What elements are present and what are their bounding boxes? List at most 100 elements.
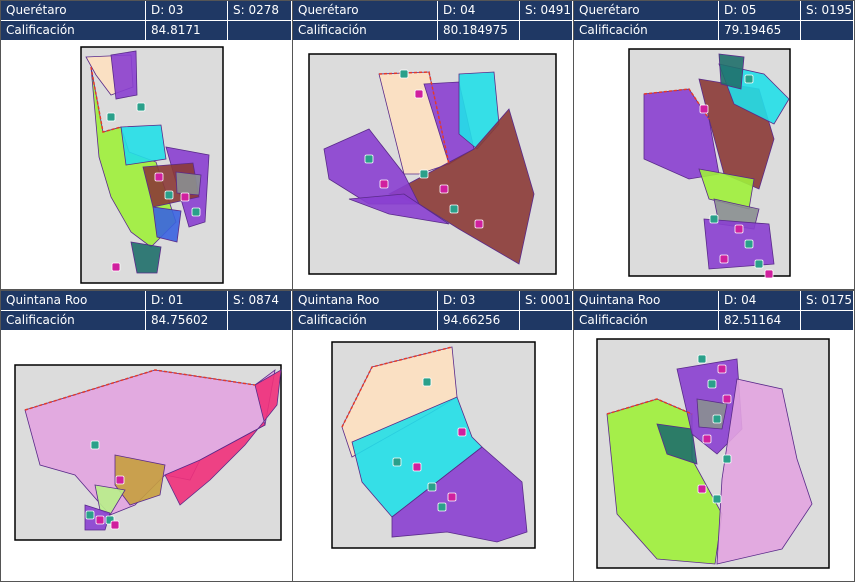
map-marker: [115, 475, 125, 485]
section: S: 0278: [228, 1, 292, 20]
section: S: 0491: [520, 1, 573, 20]
empty-cell: [228, 311, 292, 330]
panel: Quintana Roo D: 03 S: 0001 Calificación 94.6…: [292, 290, 574, 582]
map-marker: [754, 259, 764, 269]
map-marker: [437, 502, 447, 512]
state: Quintana Roo: [574, 291, 719, 310]
map-marker: [364, 154, 374, 164]
score-label: Calificación: [1, 21, 146, 40]
score-value: 84.8171: [146, 21, 228, 40]
section: S: 0195: [801, 1, 854, 20]
district: D: 03: [146, 1, 228, 20]
empty-cell: [520, 21, 573, 40]
map-region: [348, 193, 450, 225]
map-region: [130, 241, 162, 274]
map-layer: [24, 369, 282, 531]
map: [628, 48, 791, 279]
state: Querétaro: [293, 1, 438, 20]
map-region: [175, 171, 202, 196]
map: [308, 53, 557, 275]
map-marker: [712, 414, 722, 424]
map-marker: [422, 377, 432, 387]
map-marker: [709, 214, 719, 224]
map-layer: [85, 50, 210, 274]
district: D: 03: [438, 291, 520, 310]
map-region: [656, 423, 698, 465]
empty-cell: [228, 21, 292, 40]
score-value: 84.75602: [146, 311, 228, 330]
map-marker: [164, 190, 174, 200]
section: S: 0175: [801, 291, 854, 310]
boundary-line: [90, 66, 122, 133]
score-label: Calificación: [293, 21, 438, 40]
map-marker: [764, 269, 774, 279]
map-region: [696, 398, 728, 430]
map-marker: [744, 239, 754, 249]
map-marker: [379, 179, 389, 189]
section: S: 0874: [228, 291, 292, 310]
panel: Querétaro D: 03 S: 0278 Calificación 84.8171: [0, 0, 293, 290]
empty-cell: [801, 311, 854, 330]
map-marker: [697, 484, 707, 494]
score-row: Calificación 84.8171: [1, 21, 292, 41]
map-marker: [722, 454, 732, 464]
header-row: Querétaro D: 03 S: 0278: [1, 1, 292, 21]
score-row: Calificación 80.184975: [293, 21, 573, 41]
score-value: 79.19465: [719, 21, 801, 40]
map-region: [110, 50, 138, 100]
map-region: [164, 369, 282, 506]
score-row: Calificación 84.75602: [1, 311, 292, 331]
district: D: 05: [719, 1, 801, 20]
boundary-line: [24, 369, 256, 411]
district: D: 04: [438, 1, 520, 20]
header-row: Quintana Roo D: 01 S: 0874: [1, 291, 292, 311]
map-marker: [734, 224, 744, 234]
map-region: [94, 484, 126, 516]
score-label: Calificación: [1, 311, 146, 330]
map: [331, 341, 536, 549]
boundary-line: [378, 71, 450, 165]
map-marker: [136, 102, 146, 112]
map-marker: [707, 379, 717, 389]
map-region: [114, 454, 166, 506]
map-region: [716, 378, 813, 565]
map-region: [391, 446, 528, 543]
state: Querétaro: [574, 1, 719, 20]
score-value: 82.51164: [719, 311, 801, 330]
map: [80, 46, 224, 284]
map-marker: [744, 74, 754, 84]
score-label: Calificación: [574, 21, 719, 40]
map-marker: [719, 254, 729, 264]
header-row: Querétaro D: 04 S: 0491: [293, 1, 573, 21]
district: D: 01: [146, 291, 228, 310]
map-region: [120, 124, 167, 166]
boundary-line: [643, 88, 710, 120]
panel: Quintana Roo D: 01 S: 0874 Calificación 84.7…: [0, 290, 293, 582]
map-marker: [712, 494, 722, 504]
map-marker: [90, 440, 100, 450]
map-marker: [447, 492, 457, 502]
state: Quintana Roo: [293, 291, 438, 310]
map: [596, 338, 830, 569]
header-row: Querétaro D: 05 S: 0195: [574, 1, 854, 21]
map-marker: [106, 112, 116, 122]
map-layer: [323, 69, 535, 265]
map-marker: [95, 515, 105, 525]
map-marker: [412, 462, 422, 472]
map-marker: [722, 394, 732, 404]
panel: Quintana Roo D: 04 S: 0175 Calificación 82.5…: [573, 290, 855, 582]
header-row: Quintana Roo D: 04 S: 0175: [574, 291, 854, 311]
score-row: Calificación 94.66256: [293, 311, 573, 331]
map-marker: [110, 520, 120, 530]
map-marker: [427, 482, 437, 492]
map-marker: [457, 427, 467, 437]
map: [14, 364, 282, 541]
map-marker: [702, 434, 712, 444]
map-marker: [449, 204, 459, 214]
score-value: 94.66256: [438, 311, 520, 330]
map-marker: [414, 89, 424, 99]
state: Querétaro: [1, 1, 146, 20]
map-marker: [154, 172, 164, 182]
map-marker: [111, 262, 121, 272]
